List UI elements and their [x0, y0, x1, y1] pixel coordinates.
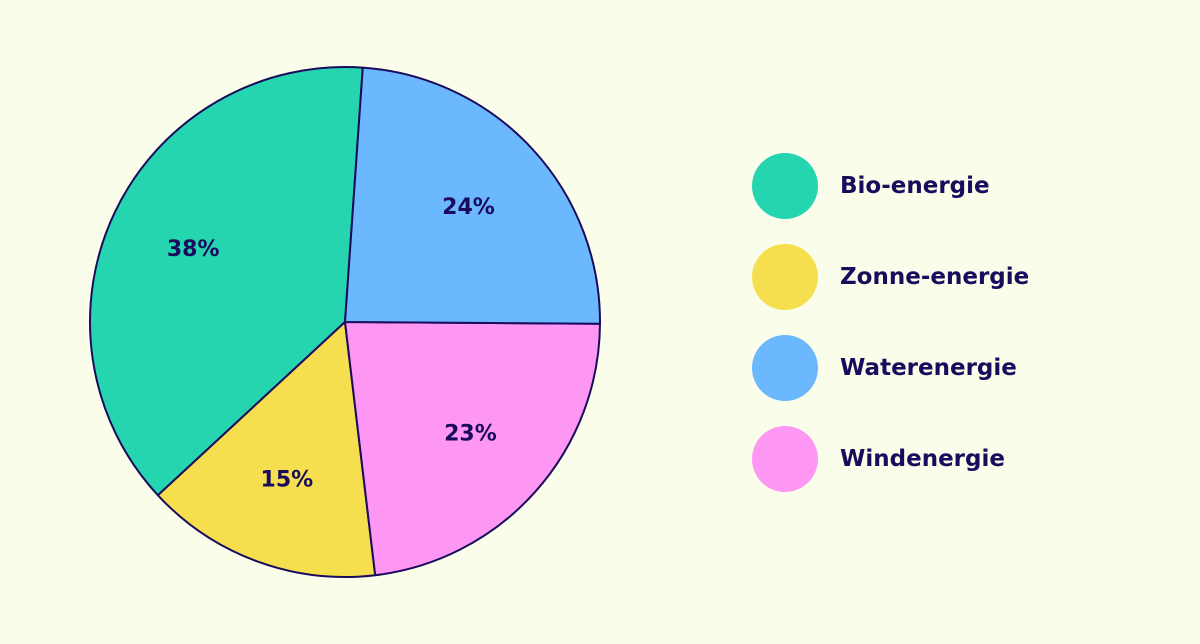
pie-slice-labels: 38% 15% 23% 24%: [167, 195, 497, 492]
legend-swatch: [752, 335, 818, 401]
pie-slices: [89, 66, 601, 578]
legend-item-zonne-energie: Zonne-energie: [752, 244, 1029, 310]
pie-slice-zonne-energie: [156, 321, 377, 578]
pie-slice-bio-energie: [89, 66, 364, 497]
legend-label: Zonne-energie: [840, 264, 1030, 290]
pie-slice-value-label: 24%: [442, 195, 495, 220]
pie-slice-value-label: 23%: [444, 422, 497, 447]
pie-slice-waterenergie: [344, 66, 601, 325]
legend-item-windenergie: Windenergie: [752, 426, 1029, 492]
legend-swatch: [752, 153, 818, 219]
legend-swatch: [752, 244, 818, 310]
legend-swatch: [752, 426, 818, 492]
legend-item-bio-energie: Bio-energie: [752, 153, 1029, 219]
legend-label: Waterenergie: [840, 355, 1017, 381]
legend-label: Windenergie: [840, 446, 1005, 472]
legend-item-waterenergie: Waterenergie: [752, 335, 1029, 401]
legend-label: Bio-energie: [840, 173, 990, 199]
pie-slice-value-label: 38%: [167, 237, 220, 262]
pie-slice-value-label: 15%: [261, 467, 314, 492]
chart-legend: Bio-energie Zonne-energie Waterenergie W…: [752, 153, 1029, 492]
pie-slice-windenergie: [344, 321, 601, 577]
